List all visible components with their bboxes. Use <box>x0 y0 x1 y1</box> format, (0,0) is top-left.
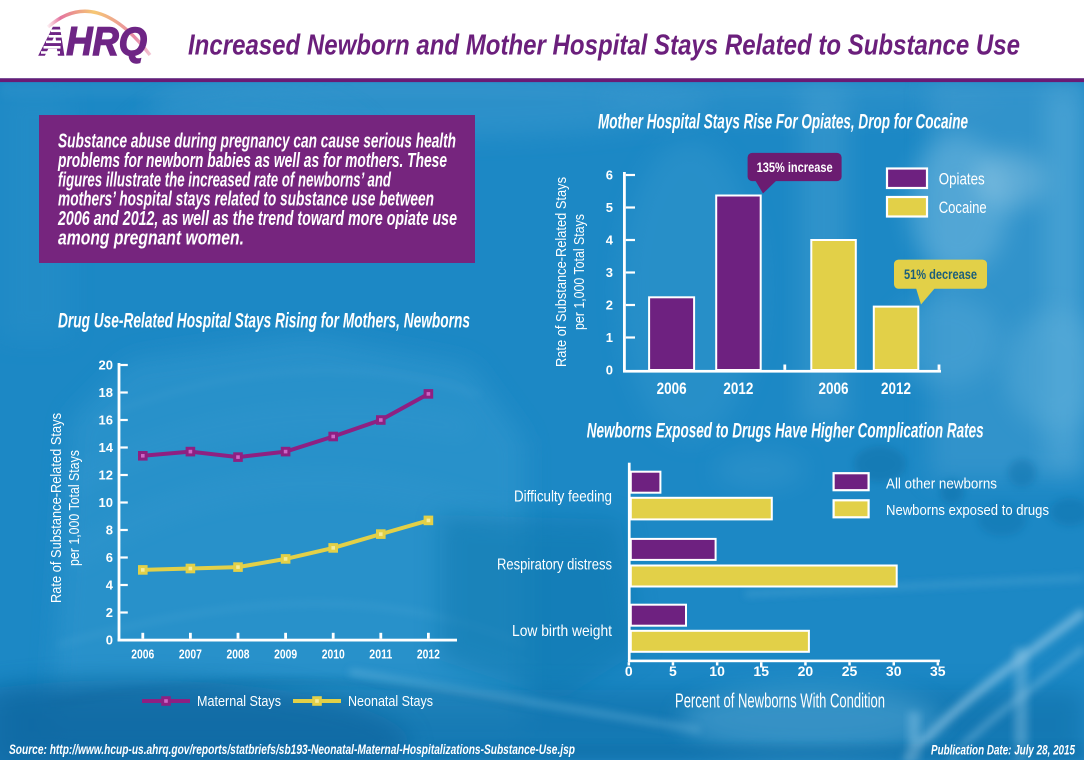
svg-text:12: 12 <box>99 468 113 483</box>
svg-text:Opiates: Opiates <box>939 171 985 189</box>
svg-text:Newborns Exposed to Drugs Have: Newborns Exposed to Drugs Have Higher Co… <box>587 420 984 443</box>
svg-text:Publication Date: July 28, 201: Publication Date: July 28, 2015 <box>931 742 1075 758</box>
svg-text:Source: http://www.hcup-us.ahr: Source: http://www.hcup-us.ahrq.gov/repo… <box>9 741 575 757</box>
svg-text:15: 15 <box>753 663 769 679</box>
svg-text:18: 18 <box>99 385 113 400</box>
svg-text:Cocaine: Cocaine <box>939 199 987 217</box>
svg-text:Mother Hospital Stays Rise For: Mother Hospital Stays Rise For Opiates, … <box>598 111 968 134</box>
svg-text:2009: 2009 <box>274 647 297 662</box>
svg-text:6: 6 <box>106 550 113 565</box>
svg-text:0: 0 <box>106 633 113 648</box>
svg-text:35: 35 <box>930 663 946 679</box>
svg-text:Neonatal Stays: Neonatal Stays <box>348 693 433 710</box>
svg-text:5: 5 <box>669 663 677 679</box>
svg-text:0: 0 <box>625 663 633 679</box>
svg-text:2006: 2006 <box>657 379 687 398</box>
svg-text:10: 10 <box>99 495 113 510</box>
svg-text:20: 20 <box>99 358 113 373</box>
svg-text:problems for newborn babies as: problems for newborn babies as well as f… <box>57 150 447 172</box>
svg-text:16: 16 <box>99 413 113 428</box>
svg-text:2: 2 <box>606 298 613 313</box>
svg-text:2011: 2011 <box>369 647 392 662</box>
svg-text:among pregnant women.: among pregnant women. <box>58 228 244 250</box>
svg-text:Increased Newborn and Mother H: Increased Newborn and Mother Hospital St… <box>188 30 1020 62</box>
svg-text:Low birth weight: Low birth weight <box>512 623 612 640</box>
svg-text:AHRQ: AHRQ <box>39 20 147 64</box>
svg-text:Newborns exposed to drugs: Newborns exposed to drugs <box>886 502 1049 519</box>
svg-text:6: 6 <box>606 168 613 183</box>
svg-text:135% increase: 135% increase <box>757 159 833 175</box>
svg-text:2006 and 2012, as well as the: 2006 and 2012, as well as the trend towa… <box>57 208 457 230</box>
svg-text:2006: 2006 <box>819 379 849 398</box>
svg-text:20: 20 <box>798 663 814 679</box>
svg-text:2012: 2012 <box>881 379 911 398</box>
svg-text:2008: 2008 <box>227 647 250 662</box>
svg-text:Rate of Substance-Related Stay: Rate of Substance-Related Stays <box>553 177 570 367</box>
svg-text:Percent of Newborns With Condi: Percent of Newborns With Condition <box>675 691 885 713</box>
svg-text:14: 14 <box>99 440 114 455</box>
svg-text:2012: 2012 <box>723 379 753 398</box>
svg-text:0: 0 <box>606 363 613 378</box>
svg-text:per 1,000 Total Stays: per 1,000 Total Stays <box>66 450 83 566</box>
svg-text:8: 8 <box>106 523 113 538</box>
svg-text:2007: 2007 <box>179 647 202 662</box>
svg-text:3: 3 <box>606 265 613 280</box>
svg-text:Substance abuse during pregnan: Substance abuse during pregnancy can cau… <box>58 131 456 153</box>
svg-text:51% decrease: 51% decrease <box>904 266 977 282</box>
svg-text:figures illustrate the increas: figures illustrate the increased rate of… <box>58 169 392 191</box>
svg-text:Drug Use-Related Hospital Stay: Drug Use-Related Hospital Stays Rising f… <box>58 309 470 332</box>
svg-text:Rate of Substance-Related Stay: Rate of Substance-Related Stays <box>48 413 65 603</box>
svg-text:per 1,000 Total Stays: per 1,000 Total Stays <box>571 214 588 330</box>
svg-text:mothers’ hospital stays relate: mothers’ hospital stays related to subst… <box>58 189 434 211</box>
svg-text:All other newborns: All other newborns <box>886 475 997 492</box>
svg-text:4: 4 <box>106 578 114 593</box>
svg-text:2: 2 <box>106 605 113 620</box>
svg-text:2010: 2010 <box>322 647 345 662</box>
svg-text:Maternal Stays: Maternal Stays <box>197 693 281 710</box>
svg-text:2012: 2012 <box>417 647 440 662</box>
svg-text:25: 25 <box>842 663 858 679</box>
svg-text:10: 10 <box>709 663 725 679</box>
svg-text:30: 30 <box>886 663 902 679</box>
svg-text:4: 4 <box>606 233 614 248</box>
svg-text:Respiratory distress: Respiratory distress <box>497 557 612 574</box>
svg-text:5: 5 <box>606 200 613 215</box>
svg-text:1: 1 <box>606 330 613 345</box>
svg-text:Difficulty feeding: Difficulty feeding <box>514 489 612 506</box>
svg-text:2006: 2006 <box>131 647 154 662</box>
